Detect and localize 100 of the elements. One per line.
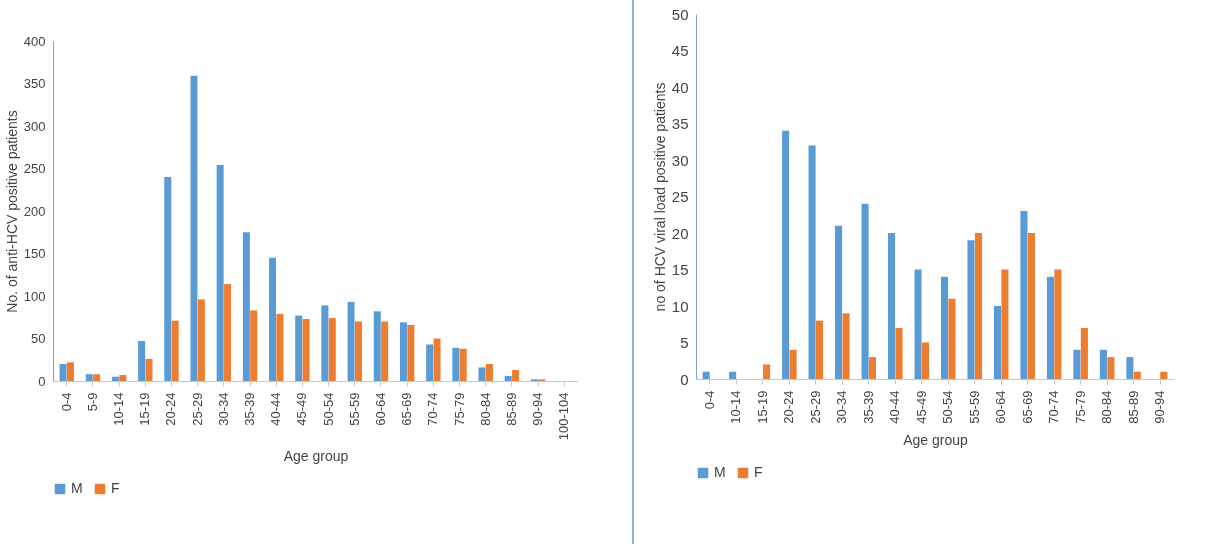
x-tick-label: 80-84 [477, 392, 493, 426]
x-tick-label: 75-79 [1072, 390, 1088, 424]
bar [224, 284, 232, 381]
bar [381, 321, 389, 381]
bar [66, 362, 74, 381]
bar [782, 130, 790, 379]
bar [808, 145, 816, 379]
x-tick-label: 90-94 [530, 392, 546, 426]
x-tick-label: 75-79 [451, 392, 467, 426]
bar [940, 276, 949, 379]
x-tick-label: 0-4 [58, 392, 74, 412]
bar [1126, 357, 1134, 379]
y-axis-title: No. of anti-HCV positive patients [3, 110, 20, 313]
bar [816, 320, 824, 379]
bar [164, 177, 172, 381]
bar [887, 233, 896, 379]
bar [1073, 349, 1081, 379]
bar [59, 364, 67, 381]
x-tick-label: 40-44 [887, 390, 903, 424]
y-tick-label: 40 [671, 78, 689, 96]
x-tick-label: 10-14 [728, 390, 744, 424]
x-tick-label: 55-59 [966, 390, 982, 424]
y-tick-label: 150 [23, 246, 46, 261]
bar [373, 311, 381, 381]
x-tick-label: 20-24 [781, 390, 797, 424]
bar [1160, 371, 1168, 379]
bar [119, 375, 127, 381]
bar [111, 376, 119, 381]
y-tick-label: 30 [671, 151, 689, 169]
x-tick-label: 0-4 [701, 390, 717, 410]
bar [250, 310, 258, 381]
y-tick-label: 5 [680, 334, 689, 351]
bar [478, 367, 486, 381]
bar [433, 338, 441, 381]
y-tick-label: 200 [23, 203, 46, 219]
x-tick-label: 30-34 [215, 392, 231, 426]
bar [145, 358, 153, 381]
x-tick-label: 10-14 [111, 392, 127, 426]
bar [868, 357, 877, 379]
x-axis-title: Age group [903, 431, 969, 448]
x-tick-label: 50-54 [940, 390, 956, 424]
bar [242, 232, 250, 381]
y-tick-label: 100 [23, 288, 46, 304]
y-tick-label: 400 [23, 33, 46, 49]
bar [85, 374, 93, 381]
bar [1080, 327, 1088, 379]
x-axis-title: Age group [283, 448, 349, 465]
bar [93, 374, 101, 381]
y-tick-label: 350 [23, 76, 46, 91]
x-tick-label: 55-59 [346, 392, 362, 426]
bar [1001, 269, 1009, 379]
bar [895, 327, 903, 379]
bar [485, 364, 493, 381]
bar [763, 364, 771, 379]
y-tick-label: 300 [23, 118, 46, 134]
x-tick-label: 45-49 [294, 392, 310, 426]
x-tick-label: 35-39 [242, 392, 258, 426]
x-tick-label: 65-69 [1019, 390, 1035, 424]
bar [269, 257, 277, 381]
y-tick-label: 0 [680, 370, 689, 388]
bar [399, 322, 407, 381]
bar [729, 371, 737, 379]
x-tick-label: 15-19 [137, 392, 153, 426]
x-tick-label: 15-19 [754, 390, 770, 424]
bar [276, 313, 284, 381]
x-tick-label: 60-64 [993, 390, 1009, 424]
x-tick-label: 35-39 [860, 390, 876, 424]
bar [993, 306, 1002, 379]
bar [347, 301, 355, 381]
x-tick-label: 45-49 [913, 390, 929, 424]
bar [321, 305, 329, 381]
y-tick-label: 20 [671, 224, 689, 242]
y-tick-label: 10 [671, 297, 689, 315]
y-tick-label: 50 [671, 5, 689, 23]
x-tick-label: 70-74 [1046, 390, 1062, 424]
bar [835, 225, 843, 379]
legend-label: M [714, 464, 726, 480]
x-tick-label: 80-84 [1099, 390, 1115, 424]
y-tick-label: 0 [38, 373, 46, 389]
bar [789, 349, 797, 379]
y-tick-label: 15 [671, 261, 689, 278]
bar [426, 344, 434, 381]
x-tick-label: 70-74 [425, 392, 441, 426]
y-tick-label: 35 [671, 115, 689, 132]
bar [512, 369, 520, 381]
bar [1046, 276, 1054, 379]
bar [216, 165, 224, 381]
x-tick-label: 85-89 [503, 392, 519, 426]
bar [1054, 269, 1062, 379]
bar [138, 341, 146, 381]
bar [407, 324, 415, 381]
x-tick-label: 5-9 [84, 392, 100, 412]
bar [1133, 371, 1141, 379]
bar [504, 375, 512, 381]
legend-label: F [754, 464, 763, 480]
bar [295, 315, 303, 381]
bar [302, 318, 310, 381]
bar [948, 298, 956, 379]
bar [1027, 233, 1035, 379]
x-tick-label: 50-54 [320, 392, 336, 426]
